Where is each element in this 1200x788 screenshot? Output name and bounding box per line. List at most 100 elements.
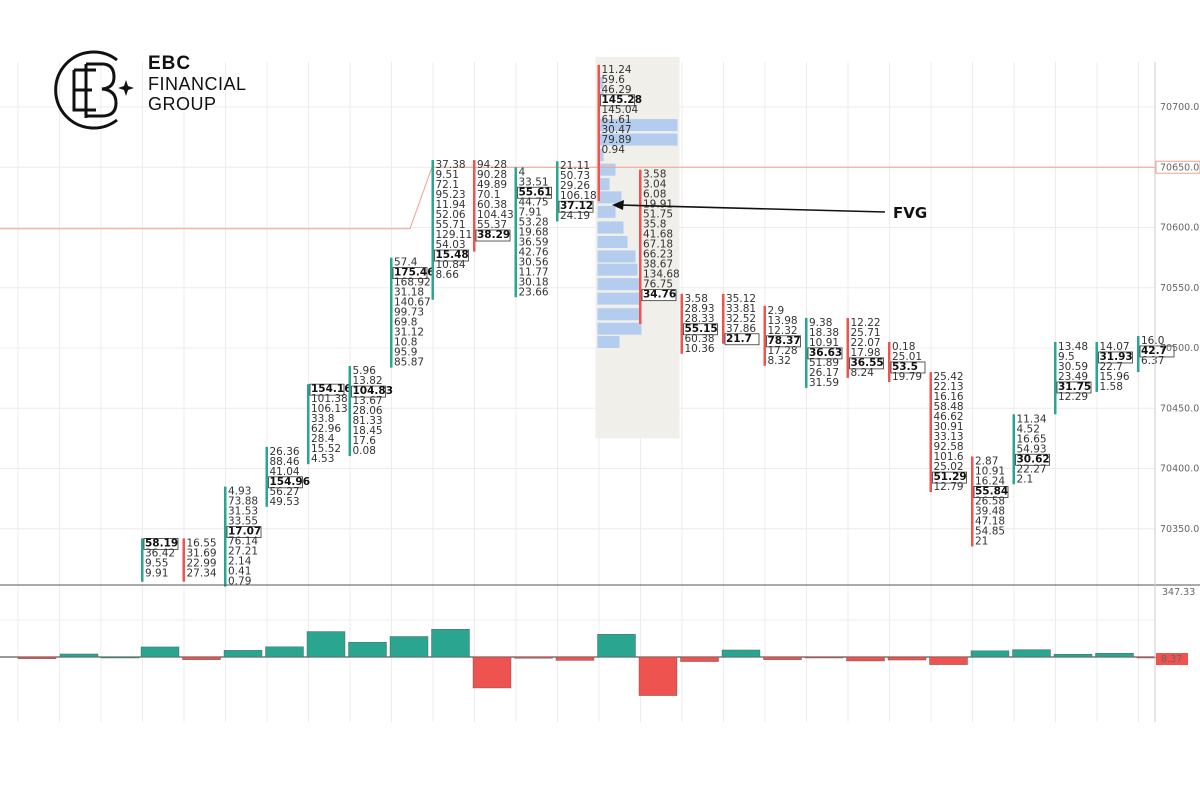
volume-bar	[514, 656, 553, 659]
bar-body	[1012, 414, 1015, 485]
price-tick-label: 70500.0	[1160, 343, 1199, 354]
cell-value: 58.48	[934, 401, 964, 413]
cell-value: 52.06	[436, 209, 466, 221]
volume-bar	[389, 636, 429, 658]
cell-value: 0.08	[353, 445, 376, 457]
cell-value: 6.08	[643, 189, 666, 201]
poc-box	[309, 383, 345, 396]
volume-bar	[721, 649, 761, 658]
poc-box	[600, 94, 635, 107]
poc-box	[1139, 345, 1175, 358]
cell-value: 129.11	[436, 229, 473, 241]
volume-bar	[970, 650, 1010, 658]
cell-value: 47.18	[975, 515, 1005, 527]
price-tick-label: 70400.0	[1160, 464, 1199, 475]
poc-box	[143, 537, 179, 550]
cell-value: 30.47	[602, 124, 632, 136]
brand-line-2: FINANCIAL	[148, 74, 247, 94]
bar-body	[597, 64, 600, 201]
cell-value: 26.58	[975, 495, 1005, 507]
cell-value: 42.76	[519, 246, 549, 258]
cell-value: 26.17	[809, 367, 839, 379]
cell-value: 28.33	[685, 313, 715, 325]
cell-value: 33.13	[934, 431, 964, 443]
cell-value: 10.91	[975, 465, 1005, 477]
volume-bar	[680, 656, 719, 662]
volume-max-label: 347.33	[1162, 587, 1195, 598]
volume-bar	[555, 656, 595, 661]
cell-value: 73.88	[228, 496, 258, 508]
cell-value: 41.68	[643, 229, 673, 241]
price-tick-label: 70600.0	[1160, 223, 1199, 234]
cell-value: 31.69	[187, 547, 217, 559]
price-tick-label: 70450.0	[1160, 403, 1199, 414]
cell-value: 49.53	[270, 496, 300, 508]
cell-value: 58.19	[145, 537, 178, 549]
footprint-bar: 5.9613.82104.8313.6728.0681.3318.4517.60…	[348, 365, 394, 457]
poc-box	[434, 249, 469, 262]
bar-body	[141, 538, 144, 582]
cell-value: 4	[519, 166, 526, 178]
bar-body	[888, 341, 891, 382]
cell-value: 25.71	[851, 327, 881, 339]
fvg-annotation: FVG	[612, 200, 927, 222]
cell-value: 95.9	[394, 347, 417, 359]
bar-body	[929, 372, 932, 493]
profile-bar	[597, 278, 642, 291]
cell-value: 34.76	[643, 289, 676, 301]
poc-box	[268, 476, 303, 489]
cell-value: 99.73	[394, 307, 424, 319]
brand-line-3: GROUP	[148, 94, 217, 114]
footprint-bar: 25.4222.1316.1658.4846.6230.9133.1392.58…	[929, 371, 967, 493]
bar-body	[224, 486, 227, 587]
profile-bar	[597, 308, 642, 321]
cell-value: 29.26	[560, 180, 590, 192]
cell-value: 94.28	[477, 159, 507, 171]
cell-value: 67.18	[643, 239, 673, 251]
poc-box	[1056, 381, 1092, 394]
cell-value: 27.34	[187, 567, 217, 579]
cell-value: 12.32	[768, 325, 798, 337]
cell-value: 36.42	[145, 547, 175, 559]
profile-bar	[597, 322, 642, 335]
cell-value: 0.94	[602, 144, 626, 156]
cell-value: 30.62	[1017, 453, 1050, 465]
poc-box	[226, 526, 262, 538]
cell-value: 26.36	[270, 446, 300, 458]
profile-bar	[597, 221, 624, 234]
cell-value: 2.9	[768, 305, 785, 317]
cell-value: 0.79	[228, 576, 251, 588]
cell-value: 101.38	[311, 393, 348, 405]
volume-bar	[431, 629, 470, 658]
cell-value: 25.42	[934, 371, 964, 383]
poc-box	[932, 471, 967, 484]
volume-bar	[182, 656, 221, 660]
cell-value: 154.96	[270, 476, 311, 488]
cell-value: 37.12	[560, 200, 593, 212]
bar-body	[514, 167, 517, 298]
volume-bar	[1012, 649, 1051, 658]
cell-value: 24.19	[560, 210, 590, 222]
brand-name: EBC	[148, 53, 192, 74]
cell-value: 22.7	[1100, 361, 1123, 373]
cell-value: 8.66	[436, 269, 460, 281]
cell-value: 30.18	[519, 276, 549, 288]
cell-value: 55.84	[975, 485, 1008, 497]
bar-body	[182, 538, 185, 582]
cell-value: 51.89	[809, 357, 839, 369]
cell-value: 16.24	[975, 475, 1005, 487]
bar-body	[1095, 341, 1098, 392]
cell-value: 13.98	[768, 315, 798, 327]
cell-value: 51.29	[934, 471, 967, 483]
bar-body	[971, 456, 974, 547]
cell-value: 28.06	[353, 405, 383, 417]
price-tick-label: 70350.0	[1160, 524, 1199, 535]
poc-box	[890, 361, 926, 374]
cell-value: 104.83	[353, 385, 394, 397]
profile-bar	[597, 133, 678, 146]
volume-bar	[223, 650, 263, 658]
